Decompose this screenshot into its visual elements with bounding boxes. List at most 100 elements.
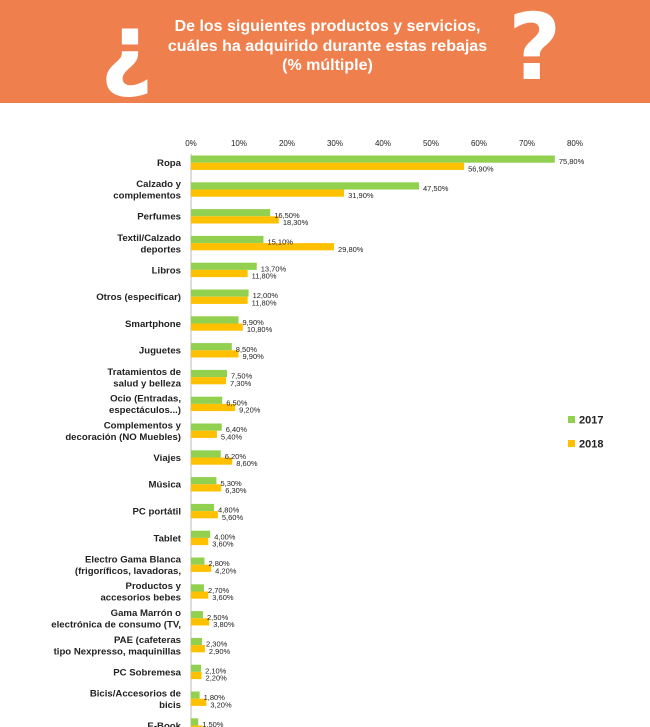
data-label-2017: 13,70% xyxy=(261,264,287,273)
bar-2017 xyxy=(191,611,203,619)
bar-2018 xyxy=(191,511,218,519)
data-label-2018: 7,30% xyxy=(230,379,252,388)
bar-2017 xyxy=(191,369,227,378)
category-label: PC portátil xyxy=(132,507,181,518)
data-label-2018: 4,20% xyxy=(215,566,237,575)
data-label-2018: 3,60% xyxy=(212,540,234,549)
category-label: Música xyxy=(148,480,181,491)
data-label-2017: 6,40% xyxy=(226,425,248,434)
legend-label-2018: 2018 xyxy=(579,439,603,451)
data-label-2018: 5,40% xyxy=(221,432,243,441)
bar-2018 xyxy=(191,189,345,197)
category-label: complementos xyxy=(113,191,181,202)
bar-2017 xyxy=(191,530,211,538)
data-label-2017: 2,30% xyxy=(206,640,228,649)
bar-2018 xyxy=(191,618,210,626)
category-label: Otros (especificar) xyxy=(96,292,181,303)
x-tick-label: 50% xyxy=(423,139,439,148)
x-tick-label: 0% xyxy=(185,139,197,148)
question-mark-icon: ? xyxy=(508,0,562,101)
bar-2018 xyxy=(191,243,335,251)
bar-2017 xyxy=(191,316,239,324)
data-label-2018: 3,20% xyxy=(210,700,232,709)
data-label-2018: 9,20% xyxy=(239,406,261,415)
data-label-2017: 15,10% xyxy=(267,238,293,247)
bar-2018 xyxy=(191,162,465,170)
data-label-2018: 8,60% xyxy=(236,459,258,468)
data-label-2017: 9,90% xyxy=(243,318,265,327)
bar-2018 xyxy=(191,484,222,492)
category-label: E-Book xyxy=(147,721,181,727)
data-label-2018: 31,90% xyxy=(348,191,374,200)
bar-2017 xyxy=(191,691,200,699)
category-label: Gama Marrón o xyxy=(111,608,182,619)
data-label-2018: 11,80% xyxy=(252,272,277,281)
category-label: accesorios bebes xyxy=(100,593,181,604)
category-label: Tablet xyxy=(153,533,181,544)
category-label: Productos y xyxy=(126,581,182,592)
bar-2017 xyxy=(191,557,205,565)
data-label-2017: 2,70% xyxy=(208,586,230,595)
category-label: Complementos y xyxy=(104,420,182,431)
bar-2018 xyxy=(191,296,248,304)
category-label: electrónica de consumo (TV, xyxy=(51,619,181,630)
bar-2017 xyxy=(191,503,215,512)
title-line: cuáles ha adquirido durante estas rebaja… xyxy=(167,37,488,55)
data-label-2017: 1,50% xyxy=(202,720,224,727)
category-label: Smartphone xyxy=(125,319,181,330)
bar-2018 xyxy=(191,698,207,706)
category-label: tipo Nexpresso, maquinillas xyxy=(54,646,181,657)
bar-2018 xyxy=(191,725,203,727)
category-label: Bicis/Accesorios de xyxy=(90,688,181,699)
bar-2018 xyxy=(191,645,205,653)
inverted-question-mark-icon: ¿ xyxy=(100,0,154,101)
category-label: decoración (NO Muebles) xyxy=(65,432,181,443)
data-label-2017: 8,50% xyxy=(236,345,258,354)
category-label: Libros xyxy=(152,265,181,276)
x-tick-label: 20% xyxy=(279,139,295,148)
bar-2017 xyxy=(191,262,257,270)
header-banner: ¿ De los siguientes productos y servicio… xyxy=(0,0,650,103)
bar-2018 xyxy=(191,377,227,385)
category-label: espectáculos...) xyxy=(109,405,181,416)
legend-swatch-2018 xyxy=(568,440,575,447)
data-label-2018: 2,20% xyxy=(206,674,228,683)
data-label-2017: 2,10% xyxy=(205,666,227,675)
bar-2017 xyxy=(191,637,203,646)
data-label-2017: 2,80% xyxy=(208,559,230,568)
category-label: Viajes xyxy=(153,453,181,464)
data-label-2018: 5,60% xyxy=(222,513,244,522)
data-label-2018: 2,90% xyxy=(209,647,231,656)
bar-2017 xyxy=(191,664,202,672)
data-label-2017: 16,50% xyxy=(274,211,300,220)
bar-2018 xyxy=(191,323,243,331)
bar-2018 xyxy=(191,537,209,546)
category-label: deportes xyxy=(140,244,181,255)
data-label-2017: 75,80% xyxy=(559,157,585,166)
data-label-2017: 6,50% xyxy=(226,398,248,407)
data-label-2017: 7,50% xyxy=(231,372,253,381)
bar-2018 xyxy=(191,269,248,278)
legend: 2017 2018 xyxy=(568,415,603,451)
category-label: PC Sobremesa xyxy=(113,667,181,678)
title-line: (% múltiple) xyxy=(282,57,373,74)
category-label: Juguetes xyxy=(139,346,181,357)
x-tick-label: 80% xyxy=(567,139,583,148)
category-label: Ropa xyxy=(157,158,182,169)
bar-2017 xyxy=(191,155,555,163)
bar-2017 xyxy=(191,450,221,458)
title-line: De los siguientes productos y servicios, xyxy=(174,18,481,35)
bar-2017 xyxy=(191,289,249,297)
category-label: PAE (cafeteras xyxy=(114,635,181,646)
category-label: Perfumes xyxy=(137,212,181,223)
legend-swatch-2017 xyxy=(568,416,575,423)
bar-2018 xyxy=(191,671,202,680)
category-label: Tratamientos de xyxy=(107,367,181,378)
bar-2017 xyxy=(191,718,199,726)
legend-label-2017: 2017 xyxy=(579,415,603,427)
data-label-2018: 3,60% xyxy=(212,593,234,602)
bar-2018 xyxy=(191,591,209,599)
bar-2017 xyxy=(191,423,222,431)
